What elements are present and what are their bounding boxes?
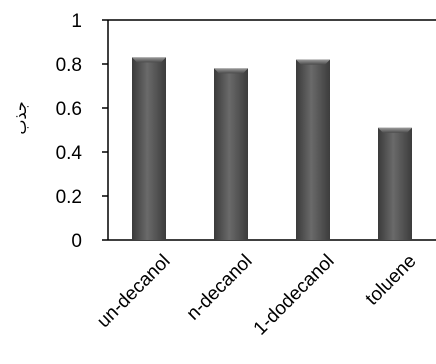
- y-tick-label: 0.4: [56, 143, 83, 164]
- bar-cap: [214, 68, 248, 74]
- y-tick-label: 0.2: [56, 187, 82, 208]
- y-tick-label: 1: [71, 11, 82, 32]
- y-axis-title: جذب: [11, 101, 30, 134]
- bar-cap: [296, 59, 330, 65]
- bar-n-decanol: [214, 68, 248, 241]
- y-axis-tick-labels: 0 0.2 0.4 0.6 0.8 1: [56, 11, 83, 252]
- y-tick-label: 0.6: [56, 99, 82, 120]
- y-tick-label: 0.8: [56, 55, 82, 76]
- bar: [214, 68, 248, 241]
- bar-1-dodecanol: [296, 59, 330, 240]
- x-category-label: 1-dodecanol: [250, 251, 339, 340]
- y-axis-ticks: [102, 19, 108, 241]
- bar: [296, 59, 330, 240]
- x-category-label: n-decanol: [183, 251, 257, 325]
- bar: [378, 127, 412, 240]
- bar-toluene: [378, 127, 412, 240]
- y-tick-label: 0: [71, 231, 82, 252]
- bar-cap: [132, 57, 166, 63]
- bar-un-decanol: [132, 57, 166, 241]
- bar-cap: [378, 127, 412, 133]
- x-category-label: toluene: [362, 251, 421, 310]
- bars: [132, 57, 412, 241]
- x-category-label: un-decanol: [93, 251, 174, 332]
- bar: [132, 57, 166, 241]
